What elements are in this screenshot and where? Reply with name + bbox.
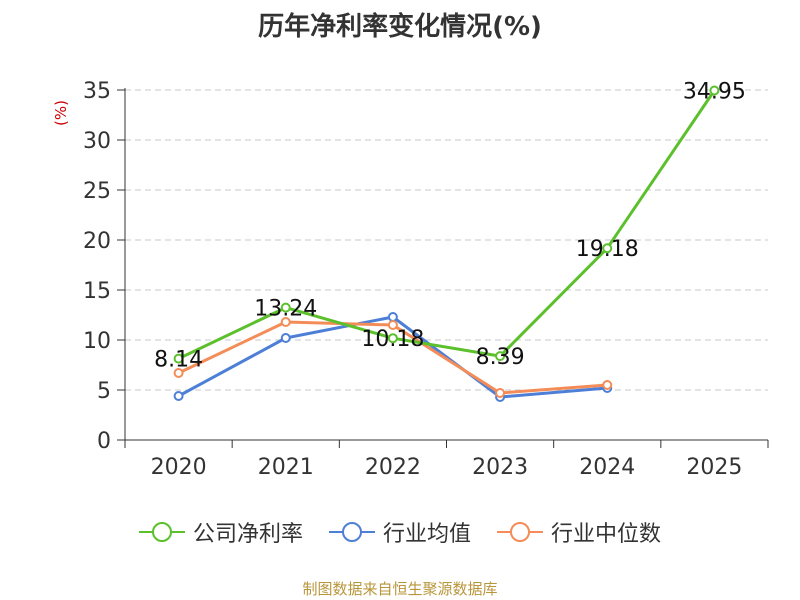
data-label-2022: 10.18 — [361, 327, 424, 352]
point-series-2-2020 — [173, 368, 184, 378]
legend-label-industry-avg: 行业均值 — [382, 522, 471, 547]
data-label-2020: 8.14 — [154, 348, 203, 373]
x-tick-label-2021: 2021 — [258, 455, 314, 480]
chart-title: 历年净利率变化情况(%) — [258, 12, 542, 42]
x-tick-label-2025: 2025 — [686, 455, 742, 480]
y-tick-label-25: 25 — [83, 179, 111, 204]
y-tick-label-0: 0 — [97, 429, 111, 454]
legend-industry-avg-marker-icon — [328, 522, 375, 542]
series-line-0 — [177, 89, 716, 360]
source-note: 制图数据来自恒生聚源数据库 — [302, 580, 498, 598]
legend-item-industry-median[interactable]: 行业中位数 — [497, 516, 661, 548]
legend: 公司净利率 行业均值 行业中位数 — [0, 516, 800, 548]
x-tick-label-2020: 2020 — [151, 455, 207, 480]
y-tick-label-15: 15 — [83, 279, 111, 304]
data-label-2024: 19.18 — [576, 237, 639, 262]
legend-industry-median-marker-icon — [497, 522, 543, 542]
y-tick-label-5: 5 — [97, 379, 111, 404]
point-series-0-2024 — [602, 243, 613, 254]
point-series-2-2023 — [495, 388, 506, 398]
point-series-2-2022 — [387, 320, 398, 330]
x-tick-label-2024: 2024 — [579, 455, 635, 480]
data-label-2023: 8.39 — [476, 345, 525, 370]
point-series-0-2021 — [280, 302, 291, 313]
point-series-2-2024 — [602, 380, 613, 390]
legend-label-industry-median: 行业中位数 — [551, 522, 662, 547]
point-series-1-2021 — [280, 333, 291, 343]
x-tick-label-2022: 2022 — [365, 455, 421, 480]
data-label-2025: 34.95 — [683, 80, 746, 105]
legend-company-marker-icon — [138, 522, 185, 542]
point-series-0-2022 — [387, 333, 398, 344]
legend-item-company[interactable]: 公司净利率 — [138, 516, 303, 548]
point-series-0-2025 — [709, 85, 720, 96]
legend-label-company: 公司净利率 — [192, 522, 303, 547]
point-series-0-2020 — [173, 353, 184, 364]
y-tick-label-20: 20 — [83, 229, 111, 254]
data-label-2021: 13.24 — [254, 297, 317, 322]
legend-item-industry-avg[interactable]: 行业均值 — [328, 516, 471, 548]
y-tick-label-35: 35 — [83, 79, 111, 104]
point-series-2-2021 — [280, 317, 291, 327]
point-series-1-2020 — [173, 391, 184, 401]
y-tick-label-30: 30 — [83, 129, 111, 154]
y-tick-label-10: 10 — [83, 329, 111, 354]
point-series-1-2022 — [387, 312, 398, 322]
x-tick-label-2023: 2023 — [472, 455, 528, 480]
point-series-0-2023 — [495, 351, 506, 362]
